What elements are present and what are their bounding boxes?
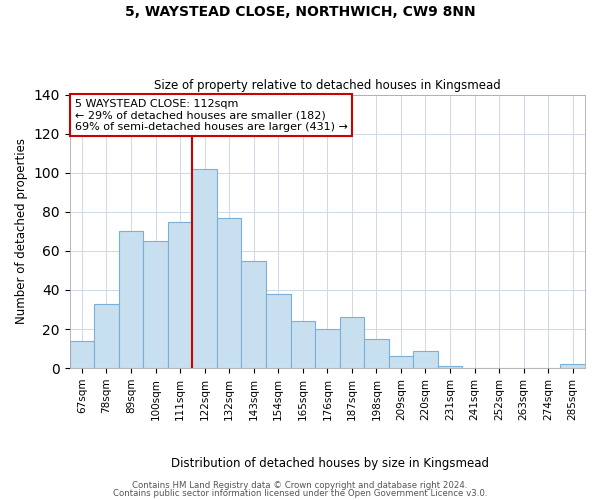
Bar [438, 366, 462, 368]
Bar [340, 318, 364, 368]
Text: Contains public sector information licensed under the Open Government Licence v3: Contains public sector information licen… [113, 489, 487, 498]
Bar [168, 222, 193, 368]
Bar [266, 294, 290, 368]
Bar [241, 260, 266, 368]
Bar [119, 232, 143, 368]
Text: 5 WAYSTEAD CLOSE: 112sqm
← 29% of detached houses are smaller (182)
69% of semi-: 5 WAYSTEAD CLOSE: 112sqm ← 29% of detach… [75, 98, 347, 132]
Bar [389, 356, 413, 368]
Bar [315, 329, 340, 368]
Title: Size of property relative to detached houses in Kingsmead: Size of property relative to detached ho… [154, 79, 501, 92]
Bar [364, 339, 389, 368]
Bar [193, 169, 217, 368]
Text: Contains HM Land Registry data © Crown copyright and database right 2024.: Contains HM Land Registry data © Crown c… [132, 481, 468, 490]
Bar [290, 322, 315, 368]
Text: 5, WAYSTEAD CLOSE, NORTHWICH, CW9 8NN: 5, WAYSTEAD CLOSE, NORTHWICH, CW9 8NN [125, 5, 475, 19]
Bar [560, 364, 585, 368]
Bar [70, 341, 94, 368]
Text: Distribution of detached houses by size in Kingsmead: Distribution of detached houses by size … [171, 458, 489, 470]
Bar [143, 241, 168, 368]
Bar [217, 218, 241, 368]
Bar [413, 350, 438, 368]
Y-axis label: Number of detached properties: Number of detached properties [15, 138, 28, 324]
Bar [94, 304, 119, 368]
